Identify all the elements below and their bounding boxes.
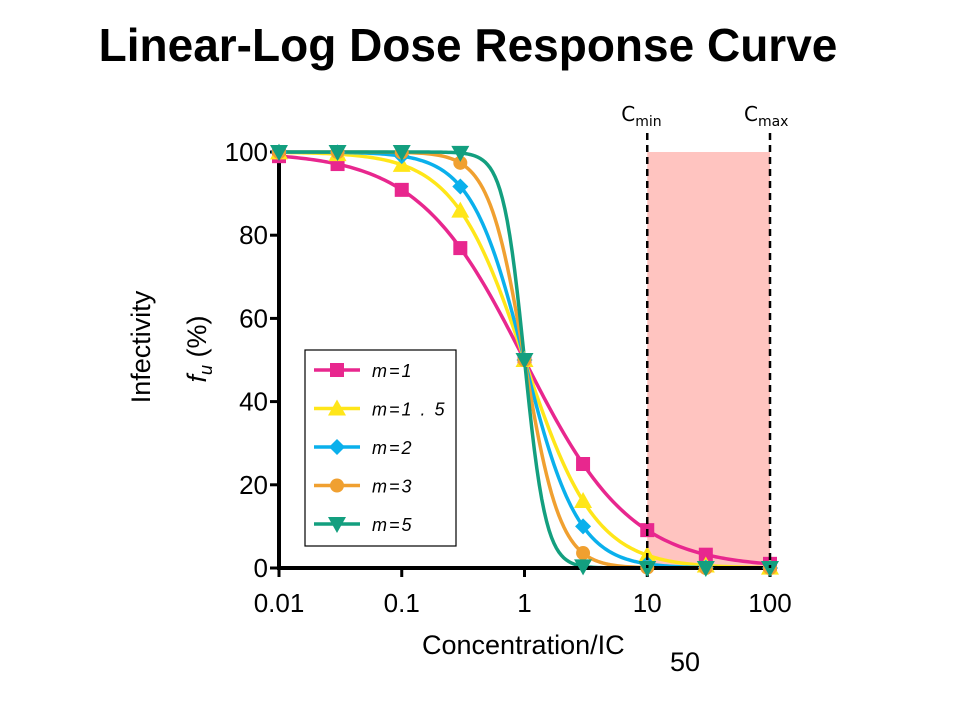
marker-m=5-0.3 (451, 145, 470, 162)
x-tick-label-0.1: 0.1 (384, 588, 420, 618)
x-tick-label-1: 1 (517, 588, 531, 618)
axis-labels: Concentration/IC 50 Infectivity fu (%) (126, 290, 700, 677)
legend-item-m=1.5: m=1 . 5 (314, 399, 447, 420)
legend-label-m=1.5: m=1 . 5 (372, 400, 447, 420)
legend: m=1 m=1 . 5 m=2 m=3 m=5 (304, 349, 457, 547)
legend-label-m=2: m=2 (372, 438, 414, 458)
x-axis-label-subscript: 50 (670, 647, 700, 677)
legend-item-m=5: m=5 (314, 515, 414, 535)
marker-m=5-0.01 (270, 145, 288, 161)
x-tick-label-100: 100 (748, 588, 791, 618)
legend-marker-m=1.5 (328, 399, 346, 416)
cmin-label: Cmin (621, 102, 661, 130)
legend-label-m=5: m=5 (372, 515, 414, 535)
marker-m=5-0.03 (328, 145, 347, 161)
marker-m=2-0.3 (452, 178, 469, 195)
marker-m=5-10 (638, 561, 657, 577)
therapeutic-window-layer (647, 152, 770, 568)
marker-m=2-3 (575, 518, 592, 535)
marker-m=1-3 (576, 457, 591, 471)
legend-item-m=2: m=2 (314, 438, 414, 458)
marker-m=1.5-3 (574, 492, 593, 509)
axes-layer: 0 20 40 60 80 100 0.01 0.1 1 10 100 (225, 137, 792, 618)
marker-m=1-30 (698, 547, 713, 562)
y-tick-label-20: 20 (239, 470, 268, 500)
legend-label-m=1: m=1 (372, 361, 414, 381)
marker-m=5-30 (696, 561, 715, 577)
legend-marker-m=3 (330, 478, 344, 493)
x-tick-label-0.01: 0.01 (254, 588, 305, 618)
y-tick-label-0: 0 (254, 553, 268, 583)
y-tick-label-100: 100 (225, 137, 268, 167)
y-tick-label-80: 80 (239, 220, 268, 250)
marker-m=1-0.3 (453, 241, 468, 256)
therapeutic-window-region (647, 152, 770, 568)
marker-m=5-1 (515, 353, 534, 369)
marker-m=5-100 (761, 561, 779, 577)
legend-item-m=3: m=3 (314, 477, 414, 497)
marker-m=3-3 (576, 546, 591, 561)
legend-item-m=1: m=1 (314, 361, 414, 381)
marker-m=5-3 (574, 559, 593, 576)
y-axis-label-line1: Infectivity (126, 290, 156, 403)
marker-m=1-0.1 (394, 182, 409, 197)
marker-m=1.5-0.3 (451, 201, 470, 218)
x-axis-label: Concentration/IC (422, 630, 625, 660)
legend-marker-m=5 (328, 517, 346, 533)
legend-marker-m=2 (329, 439, 345, 455)
marker-m=5-0.1 (392, 145, 411, 161)
y-tick-label-60: 60 (239, 303, 268, 333)
y-axis-label-line2: fu (%) (182, 315, 216, 382)
legend-label-m=3: m=3 (372, 477, 414, 497)
y-tick-label-40: 40 (239, 387, 268, 417)
legend-marker-m=1 (330, 363, 344, 377)
chart-title: Linear-Log Dose Response Curve (98, 19, 838, 71)
cmax-label: Cmax (744, 102, 788, 130)
annotations-layer: Cmin Cmax (621, 102, 788, 568)
marker-m=3-0.3 (453, 155, 468, 170)
x-tick-label-10: 10 (633, 588, 662, 618)
